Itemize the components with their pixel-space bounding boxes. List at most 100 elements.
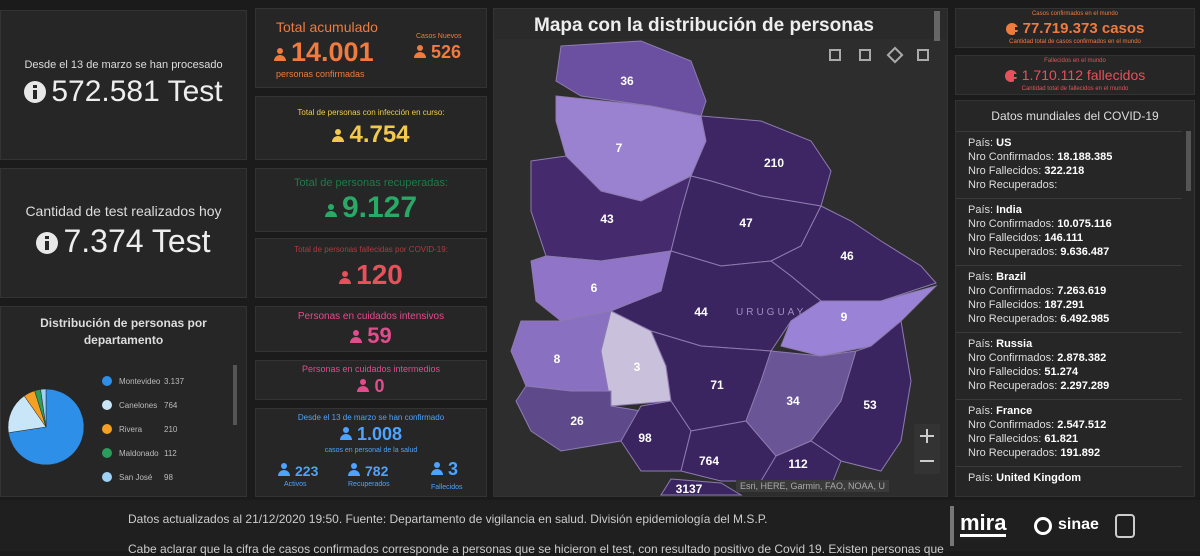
value: 0	[256, 376, 486, 397]
department-value: 7	[616, 141, 623, 155]
legend-name: Canelones	[119, 401, 157, 410]
country-block: País: France Nro Confirmados: 2.547.512 Nr…	[956, 399, 1182, 466]
value: 9.127	[256, 191, 486, 225]
zoom-out[interactable]	[914, 449, 940, 474]
title: Total de personas con infección en curso…	[297, 108, 445, 117]
label: Desde el 13 de marzo se han procesado	[24, 59, 223, 71]
title: Casos confirmados en el mundo	[1031, 11, 1119, 17]
field-value: United Kingdom	[996, 472, 1082, 484]
recovered-label: Recuperados	[348, 481, 390, 488]
field-row: País: India	[968, 203, 1170, 217]
world-list-panel: Datos mundiales del COVID-19 País: US Nro…	[955, 100, 1195, 497]
basemap-button[interactable]	[917, 49, 929, 61]
updated-text: Datos actualizados al 21/12/2020 19:50. …	[128, 512, 768, 526]
field-label: Nro Confirmados:	[968, 151, 1055, 163]
field-row: Nro Confirmados: 2.878.382	[968, 351, 1170, 365]
legend-swatch	[102, 472, 112, 482]
legend-swatch	[102, 448, 112, 458]
scrollbar	[934, 11, 940, 41]
field-value: Russia	[996, 338, 1033, 350]
value-text: 1.710.112 fallecidos	[1021, 67, 1146, 83]
field-row: Nro Fallecidos: 146.111	[968, 231, 1170, 245]
value: 120	[256, 259, 486, 291]
title: Personas en cuidados intermedios	[301, 364, 441, 374]
value-text: 59	[367, 323, 392, 348]
department-value: 34	[786, 394, 800, 408]
department-panel: Distribución de personas por departament…	[0, 306, 247, 497]
value-text: 223	[295, 463, 319, 479]
field-value: 187.291	[1044, 299, 1085, 311]
legend-button[interactable]	[859, 49, 871, 61]
field-row: País: US	[968, 136, 1170, 150]
pie-chart: Montevideo 3.137 Canelones 764 Rivera 210 Mald…	[7, 376, 185, 482]
legend-swatch	[102, 424, 112, 434]
footer: Datos actualizados al 21/12/2020 19:50. …	[0, 500, 1200, 556]
field-row: Nro Fallecidos: 187.291	[968, 298, 1170, 312]
field-value: Brazil	[996, 271, 1027, 283]
field-row: Nro Confirmados: 7.263.619	[968, 284, 1170, 298]
value: 4.754	[256, 121, 486, 149]
field-row: Nro Fallecidos: 51.274	[968, 365, 1170, 379]
value: 14.001	[274, 37, 374, 68]
legend-name: Rivera	[119, 425, 143, 434]
value: 77.719.373 casos	[956, 20, 1194, 41]
department	[810, 320, 912, 472]
sinae-icon	[1034, 517, 1052, 535]
intensive-card: Personas en cuidados intensivos 59	[255, 306, 487, 352]
department	[609, 250, 822, 352]
title: Total acumulado	[276, 19, 378, 35]
field-label: País:	[968, 405, 994, 417]
field-label: País:	[968, 137, 994, 149]
field-label: País:	[968, 204, 994, 216]
field-value: 2.878.382	[1057, 352, 1107, 364]
logo-mira: mira	[960, 510, 1007, 537]
layers-button[interactable]	[886, 46, 904, 64]
active-card: Total de personas con infección en curso…	[255, 96, 487, 160]
country-list: País: US Nro Confirmados: 18.188.385 Nro F…	[956, 131, 1182, 491]
title: Personas en cuidados intensivos	[297, 311, 445, 322]
legend-swatch	[102, 400, 112, 410]
chart-title: Distribución de personas por departament…	[40, 316, 207, 347]
field-row: País: France	[968, 404, 1170, 418]
department-value: 3	[634, 360, 641, 374]
field-row: Nro Fallecidos: 61.821	[968, 432, 1170, 446]
list-title: Datos mundiales del COVID-19	[991, 109, 1159, 123]
field-label: País:	[968, 271, 994, 283]
department-value: 44	[694, 305, 708, 319]
value-text: 4.754	[349, 121, 410, 148]
zoom-in[interactable]	[914, 424, 940, 449]
title: Total de personas recuperadas:	[293, 177, 449, 189]
pie-slice	[7, 395, 47, 433]
field-label: Nro Recuperados:	[968, 179, 1058, 191]
deceased-value: 3	[431, 459, 458, 480]
caption: personas confirmadas	[276, 69, 365, 79]
map-title: Mapa con la distribución de personas	[534, 15, 874, 36]
active-value: 223	[278, 463, 318, 479]
scrollbar	[950, 506, 954, 546]
value: 1.008	[256, 424, 486, 445]
department	[660, 478, 743, 496]
field-value: US	[996, 137, 1012, 149]
field-row: Nro Recuperados: 191.892	[968, 446, 1170, 460]
caption: Cantidad total de fallecidos en el mundo	[1021, 86, 1129, 92]
field-label: Nro Fallecidos:	[968, 165, 1042, 177]
field-value: 51.274	[1044, 366, 1079, 378]
field-value: France	[996, 405, 1033, 417]
value-text: 120	[356, 259, 403, 290]
department-value: 53	[863, 398, 877, 412]
map-tools	[829, 46, 929, 67]
field-label: Nro Recuperados:	[968, 447, 1058, 459]
logo-sinae: sinae	[1058, 516, 1099, 533]
home-button[interactable]	[829, 49, 841, 61]
country-block: País: Russia Nro Confirmados: 2.878.382 Nr…	[956, 332, 1182, 399]
field-label: País:	[968, 472, 994, 484]
scrollbar	[1186, 131, 1191, 191]
field-row: Nro Recuperados: 9.636.487	[968, 245, 1170, 259]
tests-total-panel: Desde el 13 de marzo se han procesado 57…	[0, 10, 247, 160]
field-label: País:	[968, 338, 994, 350]
value-text: 3	[448, 459, 459, 479]
field-value: India	[996, 204, 1022, 216]
field-value: 61.821	[1044, 433, 1079, 445]
field-label: Nro Confirmados:	[968, 218, 1055, 230]
